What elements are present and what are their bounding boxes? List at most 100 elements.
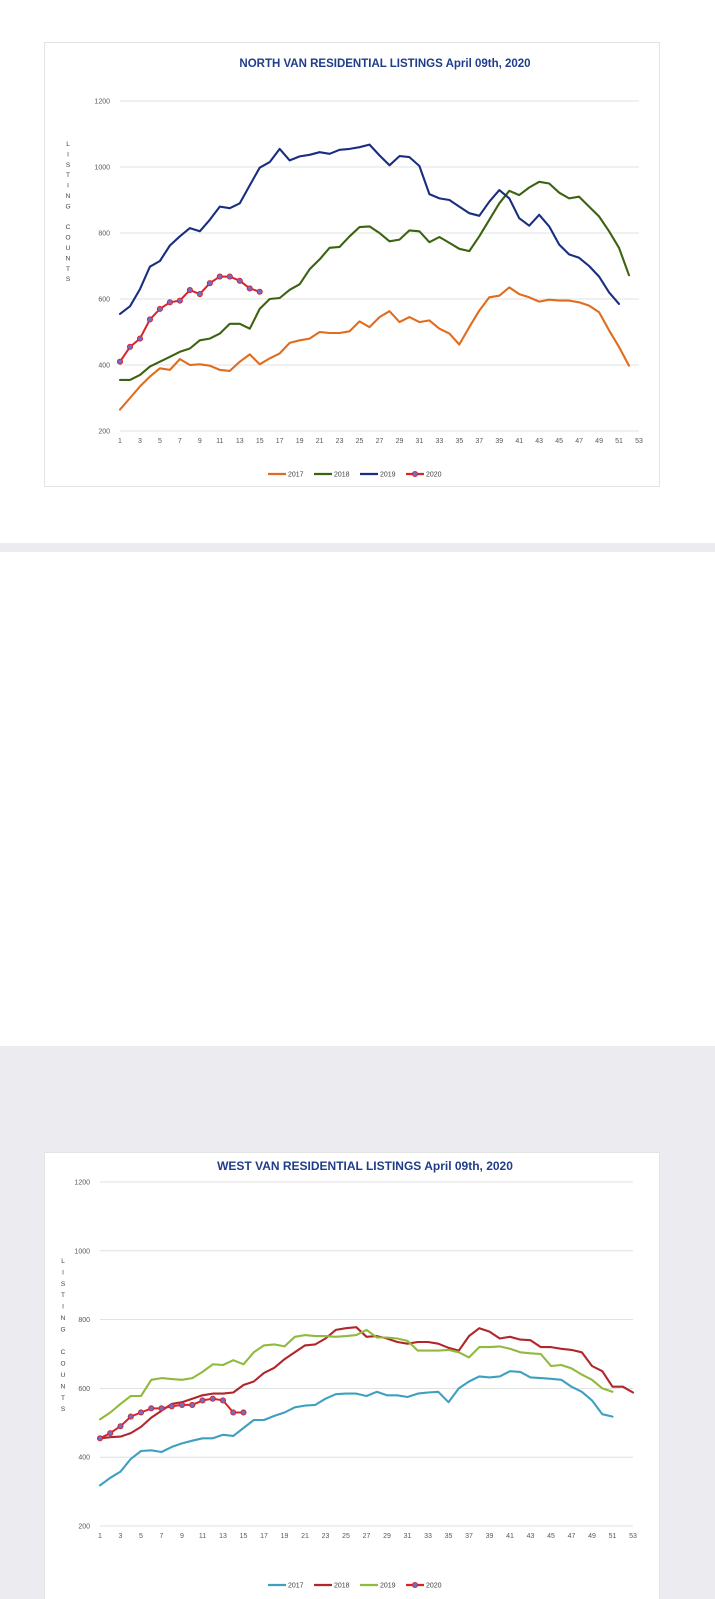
data-point-2020 — [189, 1401, 196, 1408]
x-tick-label: 49 — [595, 438, 603, 445]
x-tick-label: 21 — [316, 438, 324, 445]
legend-label-2018: 2018 — [334, 472, 350, 479]
data-point-2020 — [199, 1397, 206, 1404]
north-van-panel: NORTH VAN RESIDENTIAL LISTINGS April 09t… — [0, 0, 715, 543]
legend-label-2020: 2020 — [426, 1583, 442, 1590]
legend-label-2019: 2019 — [380, 472, 396, 479]
y-axis-label-char: C — [66, 224, 71, 231]
west-van-panel: WEST VAN RESIDENTIAL LISTINGS April 09th… — [0, 552, 715, 1599]
y-axis-label-char: N — [61, 1315, 66, 1322]
x-tick-label: 3 — [119, 1533, 123, 1540]
x-tick-label: 11 — [199, 1533, 206, 1540]
x-tick-label: 5 — [139, 1533, 143, 1540]
y-axis-label-char: L — [61, 1258, 65, 1265]
y-tick-label: 1000 — [74, 1248, 90, 1255]
x-tick-label: 23 — [322, 1533, 330, 1540]
legend-label-2020: 2020 — [426, 472, 442, 479]
data-point-2020 — [219, 1397, 227, 1404]
series-line-2017 — [118, 286, 631, 411]
x-tick-label: 19 — [296, 438, 304, 445]
data-point-2020 — [117, 1423, 124, 1430]
y-tick-label: 600 — [78, 1386, 90, 1393]
y-axis-label-char: N — [66, 255, 71, 262]
y-tick-label: 200 — [98, 429, 110, 436]
chart-title: WEST VAN RESIDENTIAL LISTINGS April 09th… — [217, 1159, 513, 1173]
data-point-2020 — [96, 1435, 104, 1442]
y-tick-label: 1200 — [74, 1180, 90, 1187]
x-tick-label: 33 — [435, 438, 443, 445]
data-point-2020 — [256, 288, 263, 295]
x-tick-label: 29 — [396, 438, 404, 445]
x-tick-label: 17 — [276, 438, 284, 445]
data-point-2020 — [166, 299, 173, 306]
x-tick-label: 53 — [629, 1533, 637, 1540]
y-axis-label-char: I — [67, 183, 69, 190]
x-tick-label: 41 — [515, 438, 523, 445]
data-point-2020 — [206, 280, 213, 287]
west-van-chart: WEST VAN RESIDENTIAL LISTINGS April 09th… — [44, 1152, 660, 1599]
y-axis-label-char: I — [62, 1304, 64, 1311]
legend-marker-2020 — [411, 1581, 419, 1589]
x-tick-label: 15 — [240, 1533, 248, 1540]
y-axis-label-char: S — [66, 276, 71, 283]
y-axis-label-char: S — [66, 162, 71, 169]
data-point-2020 — [230, 1409, 237, 1416]
x-tick-label: 51 — [615, 438, 623, 445]
x-tick-label: 25 — [356, 438, 364, 445]
data-point-2020 — [226, 273, 233, 280]
y-axis-label-char: O — [60, 1361, 65, 1368]
north-van-chart-svg: NORTH VAN RESIDENTIAL LISTINGS April 09t… — [65, 58, 643, 479]
x-tick-label: 1 — [118, 438, 122, 445]
y-tick-label: 1000 — [94, 165, 110, 172]
y-tick-label: 200 — [78, 1524, 90, 1531]
x-tick-label: 35 — [445, 1533, 453, 1540]
series-line-2018 — [118, 180, 631, 381]
data-point-2020 — [168, 1403, 175, 1410]
legend-label-2019: 2019 — [380, 1583, 396, 1590]
x-tick-label: 49 — [588, 1533, 596, 1540]
x-tick-label: 17 — [260, 1533, 268, 1540]
x-tick-label: 35 — [455, 438, 463, 445]
x-tick-label: 31 — [404, 1533, 412, 1540]
x-tick-label: 7 — [178, 438, 182, 445]
y-axis-label-char: G — [65, 203, 70, 210]
x-tick-label: 3 — [138, 438, 142, 445]
x-tick-label: 47 — [568, 1533, 576, 1540]
x-tick-label: 7 — [160, 1533, 164, 1540]
x-tick-label: 31 — [416, 438, 424, 445]
data-point-2020 — [209, 1395, 216, 1402]
chart-title: NORTH VAN RESIDENTIAL LISTINGS April 09t… — [239, 58, 530, 70]
x-tick-label: 13 — [219, 1533, 227, 1540]
series-line-2018 — [98, 1326, 635, 1440]
x-tick-label: 29 — [383, 1533, 391, 1540]
west-van-chart-svg: WEST VAN RESIDENTIAL LISTINGS April 09th… — [60, 1159, 637, 1590]
legend-label-2017: 2017 — [288, 1583, 304, 1590]
x-tick-label: 1 — [98, 1533, 102, 1540]
data-point-2020 — [146, 316, 153, 323]
y-tick-label: 1200 — [94, 99, 110, 106]
x-tick-label: 27 — [363, 1533, 371, 1540]
data-point-2020 — [156, 305, 163, 312]
legend-marker-2020 — [411, 470, 419, 478]
x-tick-label: 43 — [527, 1533, 535, 1540]
x-tick-label: 53 — [635, 438, 643, 445]
x-tick-label: 15 — [256, 438, 264, 445]
data-point-2020 — [127, 1413, 134, 1420]
data-point-2020 — [236, 277, 243, 284]
x-tick-label: 45 — [555, 438, 563, 445]
data-point-2020 — [178, 1401, 186, 1408]
north-van-chart: NORTH VAN RESIDENTIAL LISTINGS April 09t… — [44, 42, 660, 487]
data-point-2020 — [148, 1405, 155, 1412]
x-tick-label: 43 — [535, 438, 543, 445]
legend-label-2018: 2018 — [334, 1583, 350, 1590]
x-tick-label: 33 — [424, 1533, 432, 1540]
y-axis-label-char: S — [61, 1281, 66, 1288]
x-tick-label: 41 — [506, 1533, 514, 1540]
y-axis-label-char: T — [61, 1395, 65, 1402]
data-point-2020 — [240, 1409, 247, 1416]
x-tick-label: 21 — [301, 1533, 309, 1540]
y-axis-label-char: I — [62, 1269, 64, 1276]
x-tick-label: 27 — [376, 438, 384, 445]
y-axis-label-char: C — [61, 1349, 66, 1356]
data-point-2020 — [186, 287, 193, 294]
